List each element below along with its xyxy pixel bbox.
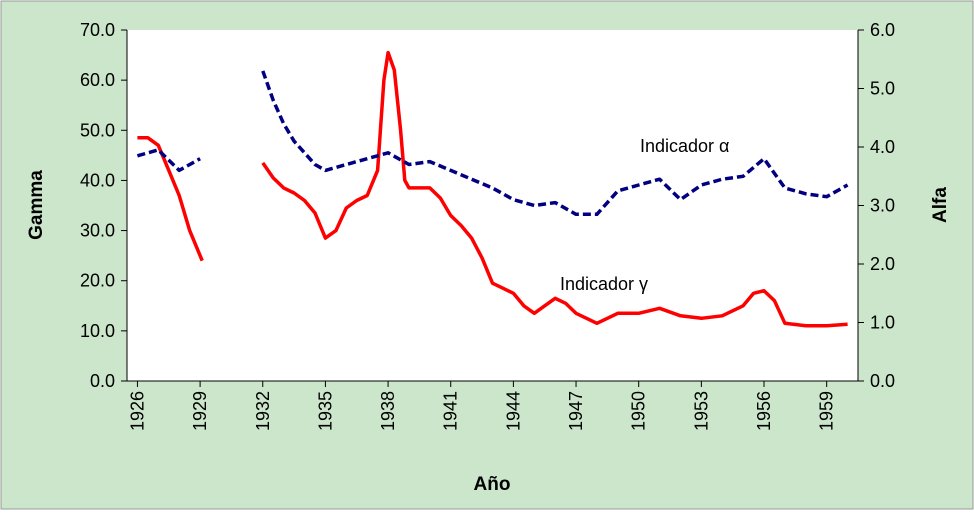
annotation: Indicador γ: [560, 274, 648, 294]
x-tick-label: 1932: [253, 391, 273, 431]
x-tick-label: 1929: [190, 391, 210, 431]
x-tick-label: 1944: [503, 391, 523, 431]
plot-area: [127, 30, 858, 381]
x-tick-label: 1953: [691, 391, 711, 431]
y-tick-label: 20.0: [80, 271, 115, 291]
x-tick-label: 1941: [441, 391, 461, 431]
y2-axis-title: Alfa: [930, 187, 951, 223]
y2-tick-label: 0.0: [870, 371, 895, 391]
annotation: Indicador α: [640, 136, 729, 156]
y2-tick-label: 5.0: [870, 79, 895, 99]
x-tick-label: 1959: [817, 391, 837, 431]
x-axis-title: Año: [474, 474, 511, 495]
x-tick-label: 1935: [315, 391, 335, 431]
x-tick-label: 1956: [754, 391, 774, 431]
y-tick-label: 30.0: [80, 221, 115, 241]
x-tick-label: 1947: [566, 391, 586, 431]
y2-tick-label: 2.0: [870, 254, 895, 274]
x-tick-label: 1950: [629, 391, 649, 431]
y-tick-label: 60.0: [80, 70, 115, 90]
y-axis-title: Gamma: [26, 170, 47, 240]
y2-tick-label: 4.0: [870, 137, 895, 157]
y-tick-label: 70.0: [80, 20, 115, 40]
y2-tick-label: 3.0: [870, 196, 895, 216]
y-tick-label: 50.0: [80, 120, 115, 140]
y2-tick-label: 1.0: [870, 313, 895, 333]
x-tick-label: 1938: [378, 391, 398, 431]
series-line: [137, 50, 848, 328]
y-tick-label: 40.0: [80, 170, 115, 190]
y-tick-label: 0.0: [90, 371, 115, 391]
series-line: [136, 70, 849, 217]
y-tick-label: 10.0: [80, 321, 115, 341]
y2-tick-label: 6.0: [870, 20, 895, 40]
x-tick-label: 1926: [127, 391, 147, 431]
